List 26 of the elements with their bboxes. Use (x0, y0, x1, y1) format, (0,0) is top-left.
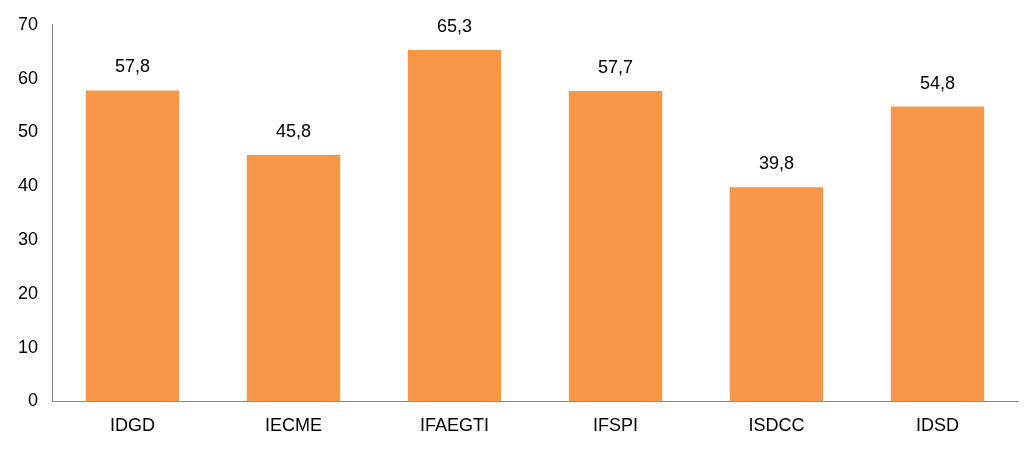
bar (246, 155, 341, 402)
x-tick-label: ISDCC (748, 415, 805, 436)
y-tick-label: 20 (17, 282, 39, 303)
data-label: 65,3 (436, 16, 473, 37)
data-label: 57,7 (597, 56, 634, 77)
x-tick-label: IDSD (915, 415, 960, 436)
data-label: 54,8 (919, 72, 956, 93)
data-label: 39,8 (758, 153, 795, 174)
y-tick-label: 70 (17, 13, 39, 34)
bar (890, 106, 985, 402)
y-tick-label: 10 (17, 336, 39, 357)
data-label: 57,8 (115, 56, 151, 77)
data-label: 45,8 (275, 120, 312, 141)
y-tick-label: 60 (17, 67, 39, 88)
x-tick-label: IECME (265, 415, 323, 436)
y-tick-label: 50 (17, 121, 39, 142)
bar (85, 90, 180, 402)
y-tick-label: 30 (17, 228, 39, 249)
bar (568, 90, 663, 402)
bar (407, 50, 502, 402)
x-tick-label: IDGD (110, 415, 156, 436)
x-tick-label: IFSPI (593, 415, 639, 436)
y-tick-label: 40 (17, 175, 39, 196)
x-tick-label: IFAEGTI (420, 415, 490, 436)
bar (729, 187, 824, 402)
y-tick-label: 0 (28, 390, 39, 411)
